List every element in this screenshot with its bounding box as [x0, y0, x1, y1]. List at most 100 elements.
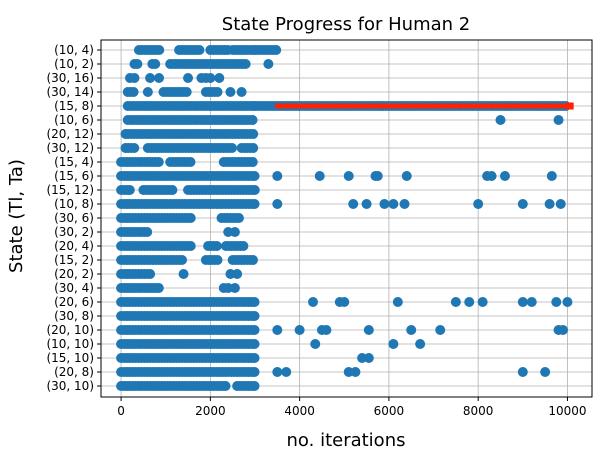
data-point: [240, 59, 251, 69]
data-point: [363, 325, 374, 335]
data-point: [544, 199, 555, 209]
y-tick-label: (10, 6): [54, 113, 94, 127]
data-point: [249, 381, 260, 391]
y-axis-ticks: (30, 10)(20, 8)(15, 10)(10, 10)(20, 10)(…: [46, 43, 101, 393]
y-tick-label: (10, 8): [54, 197, 94, 211]
x-axis-ticks: 0 2000 4000 6000 8000 10000: [117, 397, 587, 418]
data-point: [310, 339, 321, 349]
data-point: [361, 199, 372, 209]
data-point: [249, 311, 260, 321]
dense-point-run: [116, 339, 260, 349]
highlight-series-end: [565, 102, 574, 110]
data-point: [350, 367, 361, 377]
data-point: [272, 171, 283, 181]
data-point: [263, 59, 274, 69]
data-point: [486, 171, 497, 181]
data-point: [392, 297, 403, 307]
data-point: [225, 87, 236, 97]
data-point: [185, 157, 196, 167]
data-point: [464, 297, 475, 307]
dense-point-run: [158, 87, 192, 97]
data-point: [314, 171, 325, 181]
dense-point-run: [227, 45, 282, 55]
data-point: [557, 325, 568, 335]
y-tick-label: (10, 4): [54, 43, 94, 57]
y-tick-label: (30, 2): [54, 225, 94, 239]
dense-point-run: [116, 353, 260, 363]
data-point: [212, 87, 223, 97]
dense-point-run: [120, 129, 259, 139]
x-axis-label: no. iterations: [287, 430, 406, 451]
data-point: [388, 339, 399, 349]
y-tick-label: (20, 12): [46, 127, 94, 141]
dense-point-run: [165, 157, 196, 167]
dense-point-run: [200, 87, 223, 97]
dense-point-run: [227, 255, 258, 265]
data-point: [154, 45, 165, 55]
data-point: [343, 171, 354, 181]
y-tick-label: (15, 6): [54, 169, 94, 183]
data-point: [379, 199, 390, 209]
data-point: [435, 325, 446, 335]
x-tick-label: 0: [117, 404, 125, 418]
data-point: [388, 199, 399, 209]
y-tick-label: (15, 10): [46, 351, 94, 365]
dense-point-run: [216, 213, 244, 223]
dense-point-run: [147, 59, 161, 69]
dense-point-run: [236, 143, 259, 153]
x-tick-label: 4000: [284, 404, 315, 418]
data-point: [194, 45, 205, 55]
y-tick-label: (30, 16): [46, 71, 94, 85]
data-point: [477, 297, 488, 307]
data-point: [124, 185, 135, 195]
dense-point-run: [116, 297, 260, 307]
dense-point-run: [220, 241, 249, 251]
dense-point-run: [116, 283, 164, 293]
y-tick-label: (20, 2): [54, 267, 94, 281]
data-point: [129, 143, 140, 153]
dense-point-run: [116, 241, 196, 251]
dense-point-run: [174, 45, 205, 55]
y-tick-label: (30, 6): [54, 211, 94, 225]
data-point: [238, 241, 249, 251]
data-point: [249, 339, 260, 349]
data-point: [150, 59, 161, 69]
y-tick-label: (10, 2): [54, 57, 94, 71]
data-point: [145, 269, 156, 279]
y-tick-label: (30, 14): [46, 85, 94, 99]
x-tick-label: 8000: [463, 404, 494, 418]
dense-point-run: [116, 199, 260, 209]
data-point: [555, 199, 566, 209]
data-point: [363, 353, 374, 363]
data-point: [249, 353, 260, 363]
dense-point-run: [129, 59, 143, 69]
dense-point-run: [116, 311, 260, 321]
data-point: [145, 73, 156, 83]
y-tick-label: (30, 8): [54, 309, 94, 323]
dense-point-run: [232, 381, 260, 391]
data-point: [450, 297, 461, 307]
data-point: [272, 325, 283, 335]
data-point: [249, 171, 260, 181]
y-tick-label: (30, 10): [46, 379, 94, 393]
dense-point-run: [116, 269, 156, 279]
y-tick-label: (20, 10): [46, 323, 94, 337]
data-point: [154, 73, 165, 83]
data-point: [205, 73, 216, 83]
data-points: [116, 45, 574, 391]
x-tick-label: 6000: [374, 404, 405, 418]
y-tick-label: (30, 4): [54, 281, 94, 295]
data-point: [211, 241, 222, 251]
data-point: [401, 171, 412, 181]
dense-point-run: [116, 381, 231, 391]
data-point: [185, 241, 196, 251]
dense-point-run: [203, 241, 222, 251]
data-point: [153, 283, 164, 293]
data-point: [229, 283, 240, 293]
data-point: [272, 367, 283, 377]
data-point: [129, 73, 140, 83]
data-point: [142, 87, 153, 97]
data-point: [406, 325, 417, 335]
dense-point-run: [116, 227, 153, 237]
data-point: [540, 367, 551, 377]
